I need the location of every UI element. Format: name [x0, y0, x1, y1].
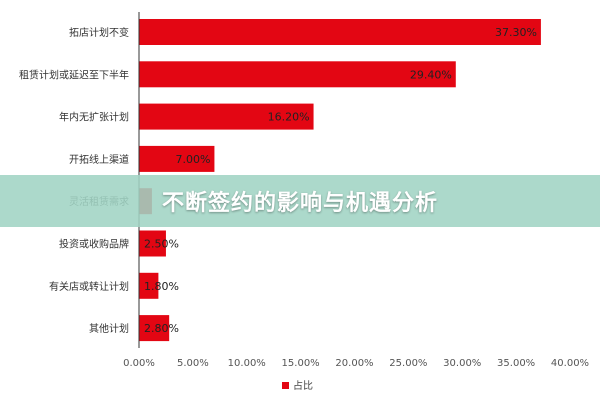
value-label-6: 2.50% — [144, 238, 179, 251]
bar-8 — [139, 315, 170, 342]
x-tick-label-2: 5.00% — [177, 358, 209, 369]
x-tick-label-1: 0.00% — [123, 358, 155, 369]
x-tick-label-5: 20.00% — [335, 358, 373, 369]
category-label-8: 其他计划 — [89, 322, 129, 335]
category-label-6: 投资或收购品牌 — [59, 238, 129, 251]
value-label-4: 7.00% — [175, 153, 210, 166]
value-label-8: 2.80% — [144, 322, 179, 335]
x-tick-label-8: 35.00% — [497, 358, 535, 369]
value-label-2: 29.40% — [410, 68, 452, 81]
x-tick-label-9: 40.00% — [551, 358, 589, 369]
category-label-7: 有关店或转让计划 — [49, 280, 129, 293]
bar-3 — [139, 103, 314, 130]
bar-4 — [139, 145, 215, 172]
x-tick-label-6: 25.00% — [389, 358, 427, 369]
category-label-4: 开拓线上渠道 — [69, 153, 129, 166]
value-label-7: 1.80% — [144, 280, 179, 293]
x-tick-label-3: 10.00% — [228, 358, 266, 369]
overlay-title: 不断签约的影响与机遇分析 — [161, 191, 438, 216]
x-tick-label-4: 15.00% — [282, 358, 320, 369]
bar-7 — [139, 272, 159, 299]
value-labels: 37.30% 29.40% 16.20% 7.00% 2.50% 1.80% 2.80% — [144, 26, 537, 335]
legend-swatch — [282, 382, 289, 389]
bar-6 — [139, 230, 166, 257]
value-label-1: 37.30% — [495, 26, 537, 39]
bar-1 — [139, 19, 541, 45]
bar-2 — [139, 61, 456, 88]
category-label-3: 年内无扩张计划 — [59, 111, 129, 124]
overlay-banner — [0, 175, 600, 227]
category-label-2: 租赁计划或延迟至下半年 — [19, 68, 129, 81]
value-label-3: 16.20% — [268, 111, 310, 124]
legend: 占比 — [282, 379, 313, 392]
x-tick-label-7: 30.00% — [443, 358, 481, 369]
category-label-1: 拓店计划不变 — [69, 26, 129, 39]
legend-label: 占比 — [293, 379, 313, 392]
